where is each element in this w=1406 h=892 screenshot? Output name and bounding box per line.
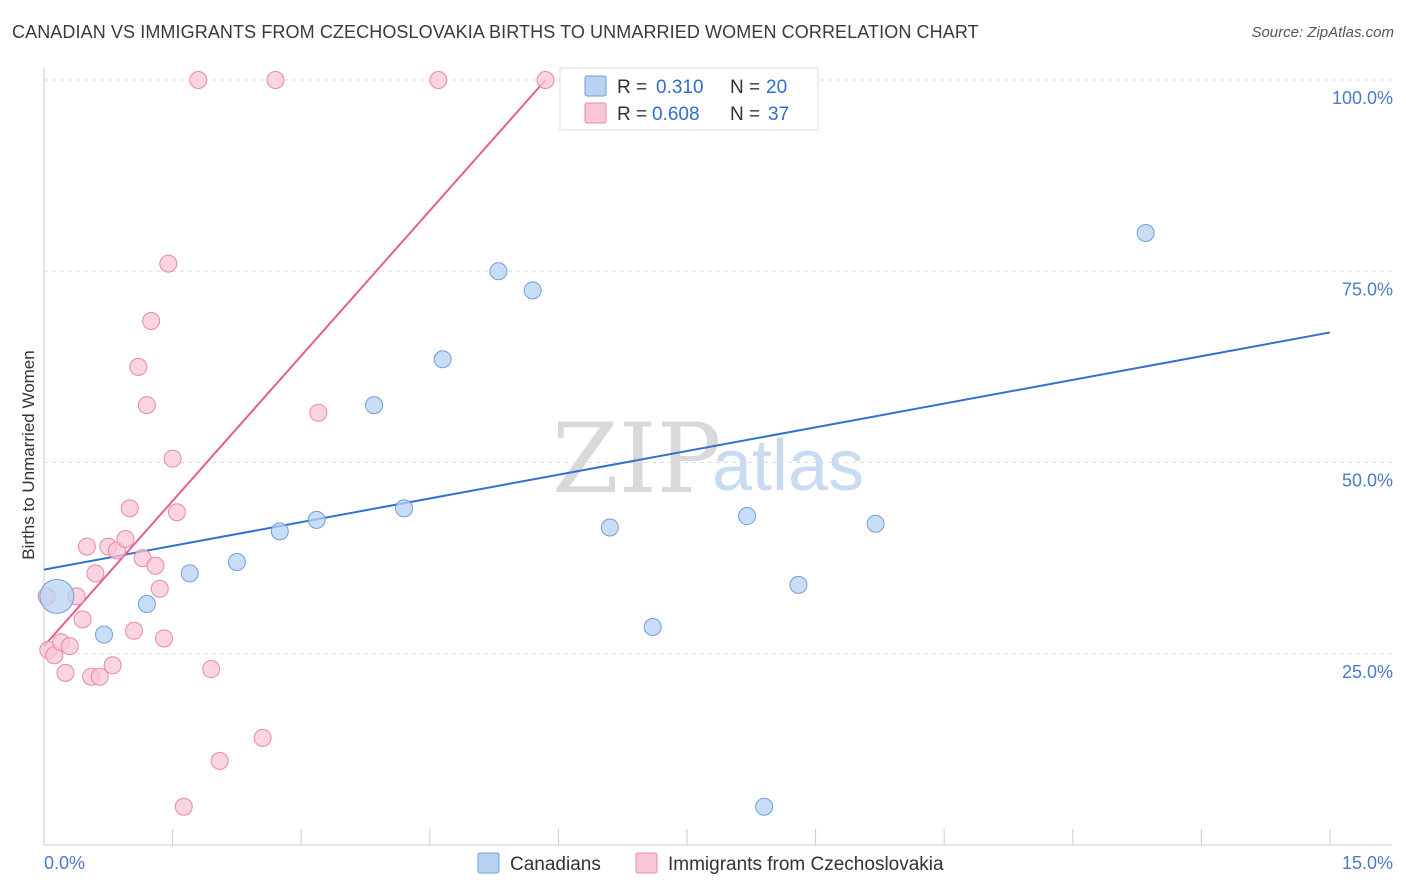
point-canadians <box>433 350 452 369</box>
x-tick-label-max: 15.0% <box>1342 853 1393 873</box>
point-canadians <box>738 507 757 526</box>
legend-r-value-2: 0.608 <box>652 104 700 125</box>
point-czechoslovakia <box>309 403 328 422</box>
chart-title: CANADIAN VS IMMIGRANTS FROM CZECHOSLOVAK… <box>12 22 979 42</box>
point-canadians <box>489 262 508 281</box>
point-canadians <box>523 281 542 300</box>
point-czechoslovakia <box>155 629 174 648</box>
bottom-legend-swatch-czechoslovakia <box>635 852 658 874</box>
point-czechoslovakia <box>90 667 109 686</box>
x-tick-label-min: 0.0% <box>44 853 85 873</box>
point-czechoslovakia <box>253 728 272 747</box>
point-czechoslovakia <box>142 311 161 330</box>
point-czechoslovakia <box>86 564 105 583</box>
bottom-legend-swatch-canadians <box>477 852 500 874</box>
legend-swatch-canadians <box>584 75 607 97</box>
point-canadians <box>395 499 414 518</box>
legend-r-value-1: 0.310 <box>656 77 704 98</box>
point-czechoslovakia <box>60 637 79 656</box>
y-tick-label: 50.0% <box>1342 471 1393 491</box>
point-canadians <box>180 564 199 583</box>
point-czechoslovakia <box>536 71 555 89</box>
point-czechoslovakia <box>146 556 165 575</box>
legend-swatch-czechoslovakia <box>584 102 607 124</box>
point-czechoslovakia <box>77 537 96 556</box>
legend: R = 0.310 N = 20 R = 0.608 N = 37 <box>559 67 819 131</box>
watermark-atlas: atlas <box>712 426 864 506</box>
point-canadians <box>365 396 384 415</box>
point-czechoslovakia <box>125 621 144 640</box>
point-czechoslovakia <box>56 663 75 682</box>
bottom-legend-label-czechoslovakia: Immigrants from Czechoslovakia <box>668 854 944 875</box>
point-canadians <box>95 625 114 644</box>
point-czechoslovakia <box>159 254 178 273</box>
trend-line-canadians <box>43 331 1331 571</box>
watermark-zip: ZIP <box>552 403 721 515</box>
point-czechoslovakia <box>120 499 139 518</box>
bottom-legend-label-canadians: Canadians <box>510 854 601 875</box>
axes: 100.0% 75.0% 50.0% 25.0% <box>43 68 1393 846</box>
point-czechoslovakia <box>73 610 92 629</box>
legend-n-label-2: N = <box>730 104 760 125</box>
legend-r-label-2: R = <box>617 104 647 125</box>
trend-lines <box>43 79 1331 647</box>
point-canadians <box>789 575 808 594</box>
legend-n-value-2: 37 <box>768 104 789 125</box>
legend-n-label-1: N = <box>730 77 760 98</box>
trend-line-czechoslovakia <box>43 79 547 647</box>
point-canadians <box>1136 224 1155 242</box>
point-czechoslovakia <box>202 660 221 679</box>
point-czechoslovakia <box>163 449 182 468</box>
point-canadians <box>600 518 619 537</box>
grid-lines <box>44 79 1392 655</box>
y-tick-label: 100.0% <box>1332 88 1393 108</box>
point-czechoslovakia <box>210 751 229 770</box>
y-tick-label: 25.0% <box>1342 662 1393 682</box>
point-czechoslovakia <box>429 71 448 89</box>
legend-r-label-1: R = <box>617 77 647 98</box>
point-czechoslovakia <box>129 357 148 376</box>
point-canadians <box>227 552 246 571</box>
point-canadians <box>307 510 326 529</box>
point-czechoslovakia <box>167 503 186 522</box>
point-canadians <box>866 514 885 533</box>
y-axis-label: Births to Unmarried Women <box>19 350 38 559</box>
point-czechoslovakia <box>189 71 208 89</box>
point-czechoslovakia <box>137 396 156 415</box>
point-canadians <box>137 595 156 614</box>
point-czechoslovakia <box>174 797 193 816</box>
point-canadians <box>39 578 75 614</box>
y-tick-label: 75.0% <box>1342 279 1393 299</box>
legend-n-value-1: 20 <box>766 77 787 98</box>
point-czechoslovakia <box>103 656 122 675</box>
chart-source: Source: ZipAtlas.com <box>1251 24 1394 41</box>
point-canadians <box>270 522 289 541</box>
point-czechoslovakia <box>150 579 169 598</box>
bottom-legend: Canadians Immigrants from Czechoslovakia <box>477 852 944 875</box>
point-czechoslovakia <box>116 530 135 548</box>
point-canadians <box>643 617 662 636</box>
point-czechoslovakia <box>266 71 285 89</box>
point-canadians <box>755 797 774 816</box>
data-points <box>37 71 1155 816</box>
